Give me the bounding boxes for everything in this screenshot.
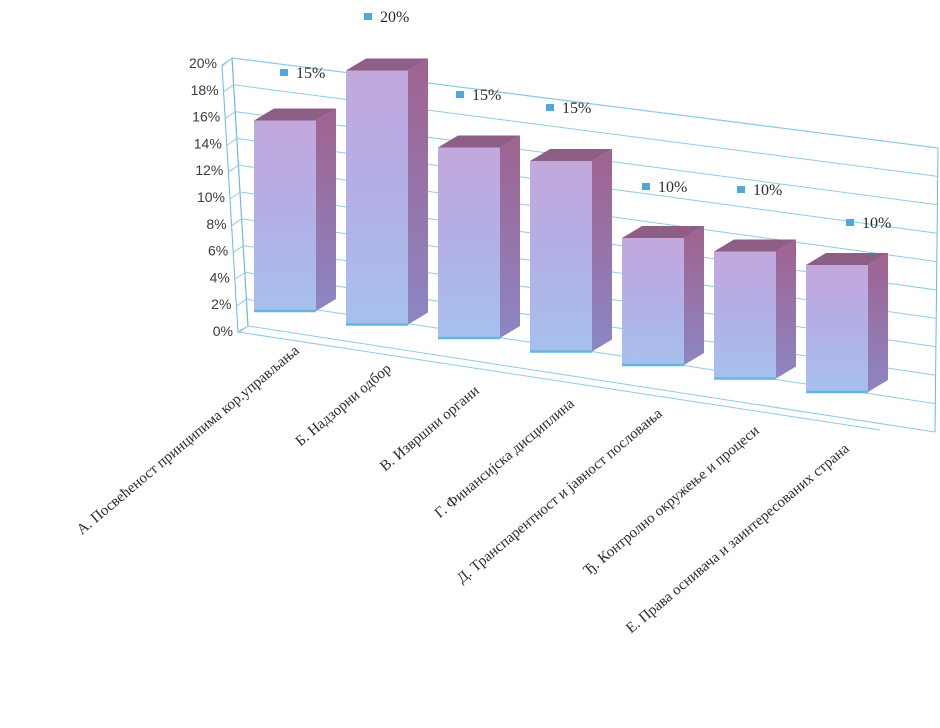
bar-front xyxy=(346,70,408,325)
category-label: Е. Права оснивача и заинтересованих стра… xyxy=(623,441,853,637)
y-tick-label: 0% xyxy=(213,323,233,339)
y-tick-label: 2% xyxy=(211,296,231,312)
data-label-marker xyxy=(737,186,745,193)
bar-front xyxy=(438,147,500,338)
category-label: В. Извршни органи xyxy=(377,383,482,475)
data-label: 15% xyxy=(296,65,325,82)
bar xyxy=(806,253,888,394)
gridline-depth xyxy=(229,191,241,200)
y-tick-label: 18% xyxy=(191,82,219,98)
y-tick-label: 14% xyxy=(194,135,222,151)
category-label: А. Посвећеност принципима кор.управљања xyxy=(74,343,303,539)
category-label: Д. Транспарентност и јавност пословања xyxy=(454,406,666,587)
gridline-depth xyxy=(231,218,242,227)
data-labels: 15% 20% 15% 15% 10% 10% 10% xyxy=(280,9,891,232)
bar xyxy=(714,239,796,380)
bar xyxy=(254,108,336,313)
data-label-marker xyxy=(364,13,372,20)
bar-top xyxy=(530,149,612,161)
gridline-depth xyxy=(224,111,236,120)
bar-top xyxy=(254,108,336,121)
bar-top xyxy=(346,58,428,71)
y-tick-label: 16% xyxy=(192,109,220,125)
y-tick-label: 8% xyxy=(206,216,226,232)
data-label: 15% xyxy=(562,100,591,117)
bar-top xyxy=(438,135,520,148)
gridline-depth xyxy=(232,245,244,254)
gridline-depth xyxy=(228,164,239,173)
bar-side xyxy=(868,253,888,392)
bar xyxy=(346,58,428,326)
data-label-marker xyxy=(642,183,650,190)
bar-front xyxy=(622,238,684,365)
y-tick-label: 4% xyxy=(210,269,230,285)
gridline-depth xyxy=(221,57,233,66)
bar-front xyxy=(806,265,868,392)
gridline-depth xyxy=(234,271,246,280)
bar-side xyxy=(684,226,704,365)
data-label: 15% xyxy=(472,87,501,104)
bar-top xyxy=(806,253,888,265)
data-label: 10% xyxy=(753,182,782,199)
bar-side xyxy=(408,58,428,325)
y-tick-label: 12% xyxy=(195,162,223,178)
y-tick-label: 10% xyxy=(197,189,225,205)
bars xyxy=(254,58,888,394)
floor-front-edge xyxy=(237,331,881,431)
data-label: 10% xyxy=(658,179,687,196)
bar-side xyxy=(592,149,612,352)
gridline xyxy=(247,325,936,433)
bar-side xyxy=(776,239,796,379)
bar-front xyxy=(530,161,592,352)
bar-front xyxy=(254,120,316,311)
bar-top xyxy=(622,226,704,238)
bar xyxy=(530,149,612,353)
bar-side xyxy=(500,135,520,338)
bar-front xyxy=(714,251,776,379)
category-labels: А. Посвећеност принципима кор.управљањаБ… xyxy=(74,343,853,637)
data-label: 20% xyxy=(380,9,409,26)
data-label-marker xyxy=(546,104,554,111)
gridline-depth xyxy=(226,137,238,146)
gridline-depth xyxy=(236,298,247,307)
y-tick-label: 20% xyxy=(189,55,217,71)
gridline-depth xyxy=(223,84,234,93)
bar-top xyxy=(714,239,796,252)
y-tick-label: 6% xyxy=(208,243,228,259)
data-label-marker xyxy=(280,69,288,76)
bar xyxy=(438,135,520,340)
category-label: Б. Надзорни одбор xyxy=(293,361,395,450)
bar-side xyxy=(316,108,336,311)
data-label-marker xyxy=(456,91,464,98)
data-label-marker xyxy=(846,219,854,226)
y-axis: 0% 2% 4% 6% 8% 10% 12% 14% 16% 18% 20% xyxy=(189,55,233,339)
bar xyxy=(622,226,704,367)
data-label: 10% xyxy=(862,215,891,232)
